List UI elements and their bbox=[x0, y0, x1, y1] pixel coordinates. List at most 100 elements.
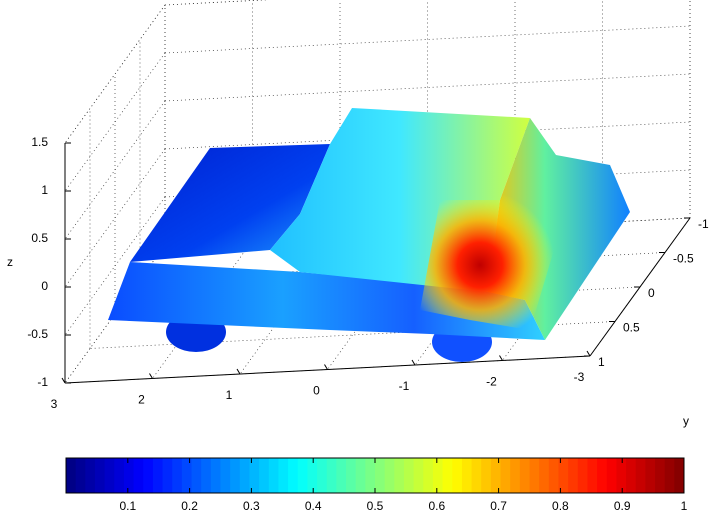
z-axis-label: z bbox=[7, 255, 13, 269]
colorbar-segment bbox=[616, 458, 627, 493]
y-tick-label: 1 bbox=[598, 355, 605, 369]
x-tick-label: -2 bbox=[486, 375, 497, 389]
colorbar-segment bbox=[114, 458, 125, 493]
y-tick-label: -1 bbox=[698, 217, 709, 231]
colorbar-segment bbox=[239, 458, 250, 493]
colorbar-segment bbox=[635, 458, 646, 493]
colorbar-segment bbox=[162, 458, 173, 493]
colorbar-segment bbox=[336, 458, 347, 493]
colorbar-segment bbox=[442, 458, 453, 493]
colorbar-segment bbox=[288, 458, 299, 493]
colorbar-segment bbox=[210, 458, 221, 493]
colorbar-segment bbox=[548, 458, 559, 493]
x-tick-label: -1 bbox=[399, 379, 410, 393]
colorbar-segment bbox=[75, 458, 86, 493]
colorbar-segment bbox=[384, 458, 395, 493]
x-tick bbox=[149, 373, 153, 379]
colorbar-segment bbox=[278, 458, 289, 493]
colorbar-segment bbox=[201, 458, 212, 493]
colorbar-segment bbox=[249, 458, 260, 493]
z-tick-label: 0.5 bbox=[31, 231, 48, 245]
colorbar-segment bbox=[471, 458, 482, 493]
colorbar-tick-label: 0.3 bbox=[243, 499, 260, 513]
colorbar-segment bbox=[403, 458, 415, 493]
colorbar-segment bbox=[220, 458, 231, 493]
x-tick-label: 2 bbox=[138, 393, 145, 407]
colorbar-segment bbox=[181, 458, 193, 493]
colorbar-tick-label: 0.8 bbox=[552, 499, 569, 513]
colorbar-segment bbox=[655, 458, 666, 493]
colorbar-segment bbox=[606, 458, 617, 493]
x-tick bbox=[236, 368, 241, 375]
x-tick bbox=[324, 364, 328, 370]
colorbar-segment bbox=[172, 458, 183, 493]
colorbar-segment bbox=[674, 458, 685, 493]
colorbar-segment bbox=[85, 458, 96, 493]
colorbar-segment bbox=[66, 458, 77, 493]
colorbar-segment bbox=[500, 458, 511, 493]
colorbar-segment bbox=[568, 458, 579, 493]
z-tick-label: -1 bbox=[37, 375, 48, 389]
x-tick-label: 1 bbox=[226, 388, 233, 402]
colorbar-segment bbox=[510, 458, 521, 493]
x-tick bbox=[586, 350, 591, 357]
colorbar-segment bbox=[558, 458, 569, 493]
grid-line bbox=[64, 4, 166, 144]
surface-hotspot bbox=[420, 150, 560, 330]
colorbar-segment bbox=[577, 458, 588, 493]
colorbar-segment bbox=[587, 458, 598, 493]
colorbar-tick-label: 0.5 bbox=[367, 499, 384, 513]
colorbar-segment bbox=[626, 458, 637, 493]
colorbar-tick-label: 0.2 bbox=[181, 499, 198, 513]
colorbar-segment bbox=[529, 458, 540, 493]
colorbar-segment bbox=[94, 458, 106, 493]
colorbar-segment bbox=[326, 458, 337, 493]
colorbar-segment bbox=[423, 458, 434, 493]
colorbar-segment bbox=[394, 458, 405, 493]
grid-line bbox=[64, 148, 166, 288]
z-tick-label: 1.5 bbox=[31, 135, 48, 149]
colorbar-segment bbox=[519, 458, 530, 493]
colorbar-segment bbox=[481, 458, 492, 493]
colorbar-segment bbox=[664, 458, 675, 493]
z-tick-label: 0 bbox=[41, 279, 48, 293]
colorbar-segment bbox=[268, 458, 279, 493]
colorbar-segment bbox=[413, 458, 424, 493]
colorbar-segment bbox=[104, 458, 115, 493]
z-tick-label: 1 bbox=[41, 183, 48, 197]
y-tick-label: 0.5 bbox=[623, 321, 640, 335]
colorbar-tick-label: 1 bbox=[681, 499, 688, 513]
x-tick bbox=[61, 377, 66, 384]
colorbar-segment bbox=[645, 458, 656, 493]
colorbar-segment bbox=[461, 458, 473, 493]
x-tick-label: -3 bbox=[574, 370, 585, 384]
grid-line bbox=[64, 100, 166, 240]
colorbar-segment bbox=[297, 458, 308, 493]
surface-face bbox=[130, 144, 330, 262]
colorbar-segment bbox=[307, 458, 318, 493]
z-tick-label: -0.5 bbox=[27, 327, 48, 341]
colorbar-segment bbox=[432, 458, 444, 493]
colorbar-segment bbox=[375, 458, 386, 493]
grid-line bbox=[64, 52, 166, 192]
grid-line bbox=[64, 196, 166, 336]
surface bbox=[108, 108, 630, 362]
surface-face bbox=[108, 262, 545, 340]
colorbar-tick-label: 0.9 bbox=[614, 499, 631, 513]
colorbar: 0.1 0.2 0.3 0.4 0.5 0.6 0.7 0.8 0.9 1 bbox=[65, 457, 688, 513]
colorbar-segment bbox=[355, 458, 366, 493]
x-tick-label: 0 bbox=[313, 384, 320, 398]
colorbar-segment bbox=[259, 458, 270, 493]
grid-line bbox=[152, 240, 253, 379]
colorbar-segment bbox=[191, 458, 202, 493]
x-tick bbox=[499, 355, 503, 361]
colorbar-tick-label: 0.7 bbox=[490, 499, 507, 513]
x-tick bbox=[411, 359, 416, 366]
colorbar-segment bbox=[452, 458, 463, 493]
y-tick-label: 0 bbox=[648, 286, 655, 300]
colorbar-tick-label: 0.1 bbox=[119, 499, 136, 513]
colorbar-segment bbox=[230, 458, 241, 493]
colorbar-segment bbox=[539, 458, 550, 493]
